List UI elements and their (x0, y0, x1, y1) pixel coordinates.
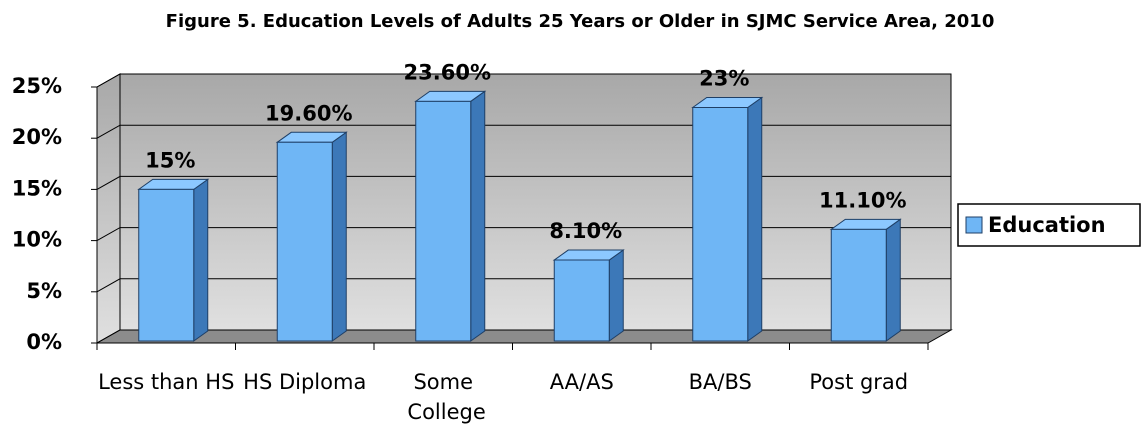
bar-front (553, 259, 610, 342)
x-tick-label: BA/BS (689, 370, 752, 394)
legend-box (957, 203, 1141, 247)
bar (829, 218, 902, 342)
grid-line (96, 124, 951, 139)
bar (275, 131, 348, 342)
data-label: 11.10% (819, 188, 906, 212)
x-tick-label: Less than HS (98, 370, 234, 394)
x-tick-label: AA/AS (550, 370, 614, 394)
bar-front (276, 141, 333, 342)
y-tick-label: 0% (26, 330, 62, 354)
y-tick-label: 10% (12, 228, 62, 252)
bar-front (415, 100, 472, 342)
bar (414, 90, 487, 342)
grid-line (96, 227, 951, 242)
data-label: 19.60% (265, 101, 352, 125)
x-tick-label: Post grad (809, 370, 908, 394)
legend-swatch (965, 216, 983, 234)
y-tick-label: 20% (12, 125, 62, 149)
bar (691, 96, 764, 342)
grid-line (96, 73, 951, 88)
x-tick-label: HS Diploma (243, 370, 366, 394)
chart-title: Figure 5. Education Levels of Adults 25 … (166, 11, 995, 32)
bar-front (138, 188, 195, 342)
grid-line (96, 175, 951, 190)
bar (137, 178, 210, 342)
data-label: 23.60% (404, 60, 491, 84)
bar-side (193, 178, 209, 342)
x-tick-label: Some College (401, 370, 486, 424)
y-tick-label: 15% (12, 176, 62, 200)
grid-line (96, 278, 951, 293)
bar-side (608, 249, 624, 342)
data-label: 8.10% (549, 219, 622, 243)
bar-side (885, 218, 901, 342)
y-tick-label: 25% (12, 74, 62, 98)
bar-front (692, 106, 749, 342)
data-label: 15% (145, 148, 195, 172)
floor (95, 329, 953, 344)
bar (552, 249, 625, 342)
legend-label: Education (988, 213, 1106, 237)
bar-front (830, 228, 887, 342)
y-tick-label: 5% (26, 279, 62, 303)
bar-side (747, 96, 763, 342)
grid-line (96, 329, 951, 344)
bar-side (470, 90, 486, 342)
bar-side (331, 131, 347, 342)
data-label: 23% (699, 66, 749, 90)
side-wall (96, 73, 121, 344)
